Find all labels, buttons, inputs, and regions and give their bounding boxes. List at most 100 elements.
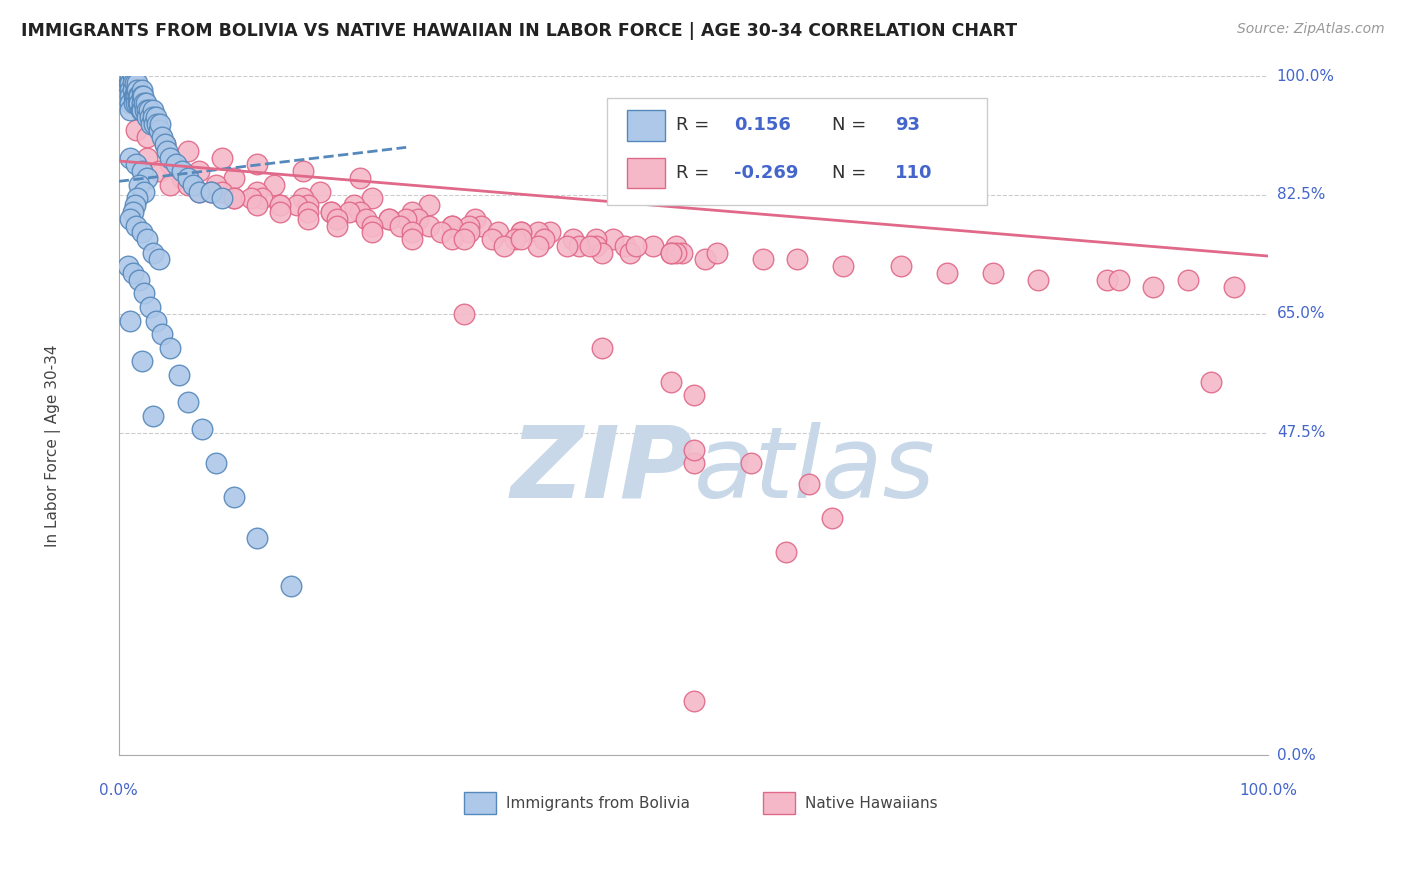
Point [132,96,155,111]
Point [269,198,291,212]
Point [139,300,162,314]
Point [981,266,1004,280]
Point [117,260,139,274]
Point [177,144,200,158]
FancyBboxPatch shape [607,98,987,205]
Point [751,252,773,267]
Point [832,260,855,274]
Point [114,69,136,83]
Text: 0.0%: 0.0% [1277,748,1316,763]
Point [659,375,682,389]
Text: 47.5%: 47.5% [1277,425,1324,441]
Point [211,191,233,205]
Point [401,232,423,246]
Point [165,157,187,171]
Point [118,76,141,90]
Point [602,232,624,246]
Point [188,164,211,178]
Point [156,144,179,158]
Point [613,239,636,253]
Point [659,245,682,260]
Point [127,191,149,205]
Point [121,76,143,90]
Text: N =: N = [831,116,872,134]
Point [453,307,475,321]
Text: -0.269: -0.269 [734,164,799,182]
Point [568,239,591,253]
Point [246,185,269,199]
Point [128,96,150,111]
Point [167,368,190,382]
Point [280,579,302,593]
Point [510,225,533,239]
Point [132,185,155,199]
Point [120,76,142,90]
Point [360,225,382,239]
Point [152,327,174,342]
Point [401,205,423,219]
Point [200,185,222,199]
Point [139,110,162,124]
Point [132,89,155,103]
Point [159,151,181,165]
Text: R =: R = [676,116,716,134]
Point [337,205,360,219]
Bar [464,792,496,814]
Point [125,96,148,111]
Point [591,341,613,355]
Point [136,170,159,185]
Point [145,313,167,327]
Point [148,252,170,267]
Point [555,239,578,253]
Point [693,252,716,267]
Point [131,164,153,178]
Point [297,198,319,212]
Point [269,198,291,212]
Point [682,456,704,470]
Point [131,354,153,368]
Point [252,191,274,205]
Point [131,225,153,239]
Text: atlas: atlas [693,422,935,518]
Point [464,211,486,226]
Text: IMMIGRANTS FROM BOLIVIA VS NATIVE HAWAIIAN IN LABOR FORCE | AGE 30-34 CORRELATIO: IMMIGRANTS FROM BOLIVIA VS NATIVE HAWAII… [21,22,1017,40]
Point [142,245,165,260]
Point [321,205,343,219]
Text: 100.0%: 100.0% [1240,783,1298,798]
Point [170,164,193,178]
Text: 93: 93 [894,116,920,134]
Point [159,157,181,171]
Point [120,313,142,327]
Point [1223,279,1246,293]
Point [131,82,153,96]
Point [188,185,211,199]
Point [441,219,464,233]
Point [120,211,142,226]
Point [148,164,170,178]
Point [142,409,165,423]
Point [527,225,550,239]
Point [665,245,688,260]
Point [211,185,233,199]
Point [120,96,142,111]
Point [205,456,228,470]
Point [142,103,165,117]
Point [682,694,704,708]
Point [134,103,156,117]
Point [269,205,291,219]
Point [115,69,138,83]
Point [326,219,349,233]
Point [222,191,245,205]
Point [527,239,550,253]
Point [125,82,148,96]
Point [1199,375,1222,389]
Point [124,198,146,212]
Point [354,211,377,226]
Point [343,198,366,212]
Point [492,239,515,253]
Point [458,219,481,233]
Point [935,266,957,280]
Point [591,245,613,260]
Point [121,69,143,83]
Point [148,123,170,137]
